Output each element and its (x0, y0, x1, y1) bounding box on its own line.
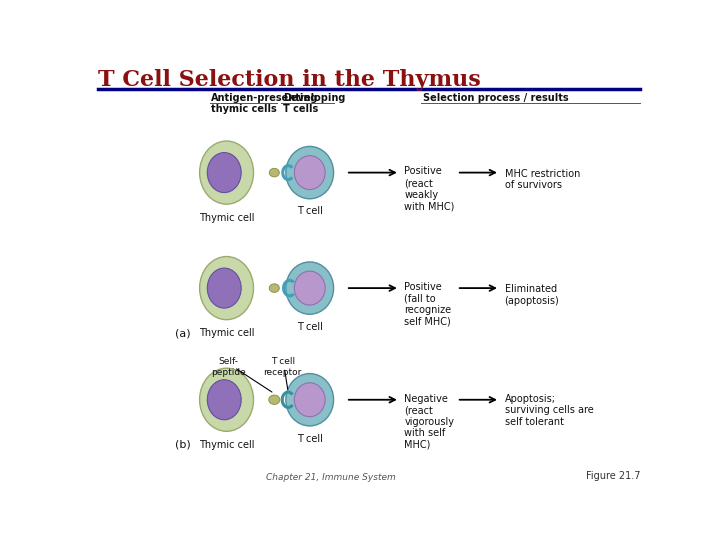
Ellipse shape (286, 374, 333, 426)
Text: Selection process / results: Selection process / results (423, 92, 569, 103)
Text: Eliminated
(apoptosis): Eliminated (apoptosis) (505, 284, 559, 306)
Text: Thymic cell: Thymic cell (199, 328, 254, 338)
Text: Developing
T cells: Developing T cells (283, 92, 345, 114)
Ellipse shape (269, 284, 279, 292)
Text: Negative
(react
vigorously
with self
MHC): Negative (react vigorously with self MHC… (405, 394, 454, 450)
Text: MHC restriction
of survivors: MHC restriction of survivors (505, 168, 580, 191)
Ellipse shape (294, 156, 325, 190)
Text: Self-
peptide: Self- peptide (212, 357, 246, 377)
Ellipse shape (286, 146, 333, 199)
Text: (a): (a) (175, 328, 191, 338)
Ellipse shape (199, 368, 253, 431)
Ellipse shape (294, 383, 325, 417)
Text: T Cell Selection in the Thymus: T Cell Selection in the Thymus (98, 69, 481, 91)
Ellipse shape (199, 141, 253, 204)
Ellipse shape (207, 153, 241, 193)
Ellipse shape (207, 268, 241, 308)
Text: T cell
receptor: T cell receptor (264, 357, 302, 377)
Text: Positive
(fall to
recognize
self MHC): Positive (fall to recognize self MHC) (405, 282, 451, 327)
Ellipse shape (294, 271, 325, 305)
Text: (b): (b) (175, 440, 191, 450)
Text: Positive
(react
weakly
with MHC): Positive (react weakly with MHC) (405, 166, 455, 211)
Text: Figure 21.7: Figure 21.7 (585, 470, 640, 481)
Ellipse shape (269, 395, 280, 404)
Text: T cell: T cell (297, 206, 323, 217)
Text: Antigen-presenting
thymic cells: Antigen-presenting thymic cells (211, 92, 318, 114)
Text: T cell: T cell (297, 434, 323, 444)
Ellipse shape (199, 256, 253, 320)
Ellipse shape (269, 168, 279, 177)
Text: T cell: T cell (297, 322, 323, 332)
Ellipse shape (286, 262, 333, 314)
Text: Thymic cell: Thymic cell (199, 213, 254, 222)
Text: Apoptosis;
surviving cells are
self tolerant: Apoptosis; surviving cells are self tole… (505, 394, 593, 427)
Text: Chapter 21, Immune System: Chapter 21, Immune System (266, 473, 395, 482)
Ellipse shape (207, 380, 241, 420)
Text: Thymic cell: Thymic cell (199, 440, 254, 450)
